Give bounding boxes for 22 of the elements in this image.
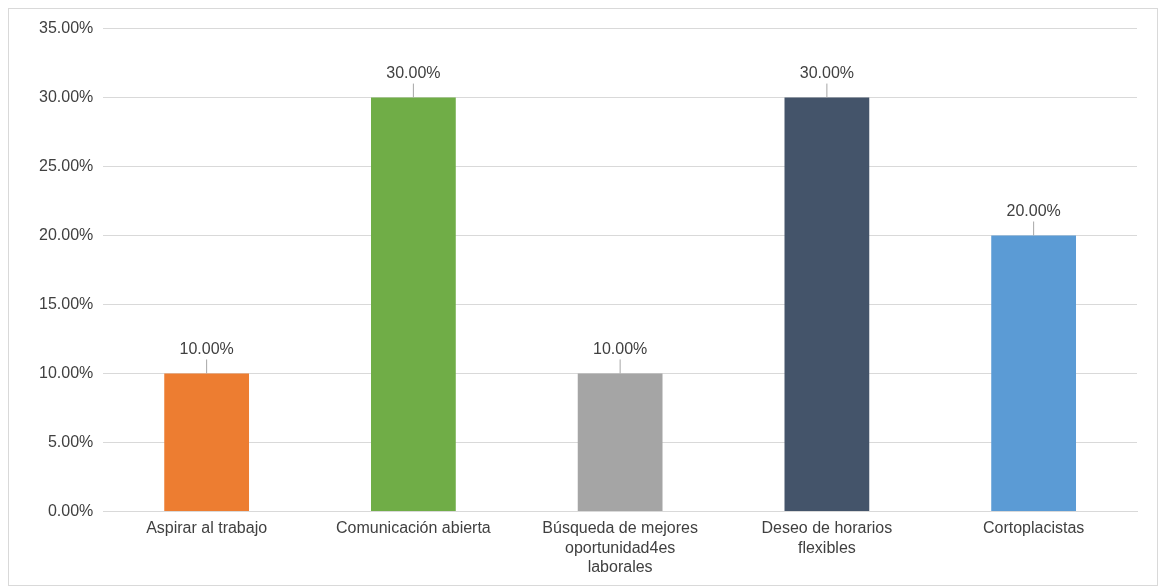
x-tick-label: Búsqueda de mejores oportunidad4es laborales (542, 519, 698, 575)
data-label: 10.00% (593, 339, 648, 357)
y-tick-label: 25.00% (39, 156, 94, 174)
y-tick-label: 35.00% (39, 19, 94, 37)
x-tick-label: Cortoplacistas (982, 519, 1085, 537)
y-tick-label: 20.00% (39, 225, 94, 243)
x-tick-label: Aspirar al trabajo (146, 519, 268, 537)
bar (164, 373, 250, 511)
data-label: 10.00% (179, 339, 234, 357)
bar (371, 97, 456, 511)
data-label: 30.00% (799, 63, 855, 81)
y-tick-label: 30.00% (39, 87, 94, 105)
data-label: 30.00% (386, 63, 441, 81)
data-label: 20.00% (1006, 201, 1061, 219)
x-tick-label: Deseo de horarios flexibles (761, 519, 893, 556)
bar (784, 97, 870, 511)
y-tick-label: 15.00% (39, 294, 94, 312)
y-tick-label: 10.00% (39, 363, 94, 381)
y-tick-label: 5.00% (47, 432, 94, 450)
bar (991, 235, 1077, 511)
y-tick-label: 0.00% (47, 501, 94, 519)
x-tick-label: Comunicación abierta (336, 519, 491, 537)
